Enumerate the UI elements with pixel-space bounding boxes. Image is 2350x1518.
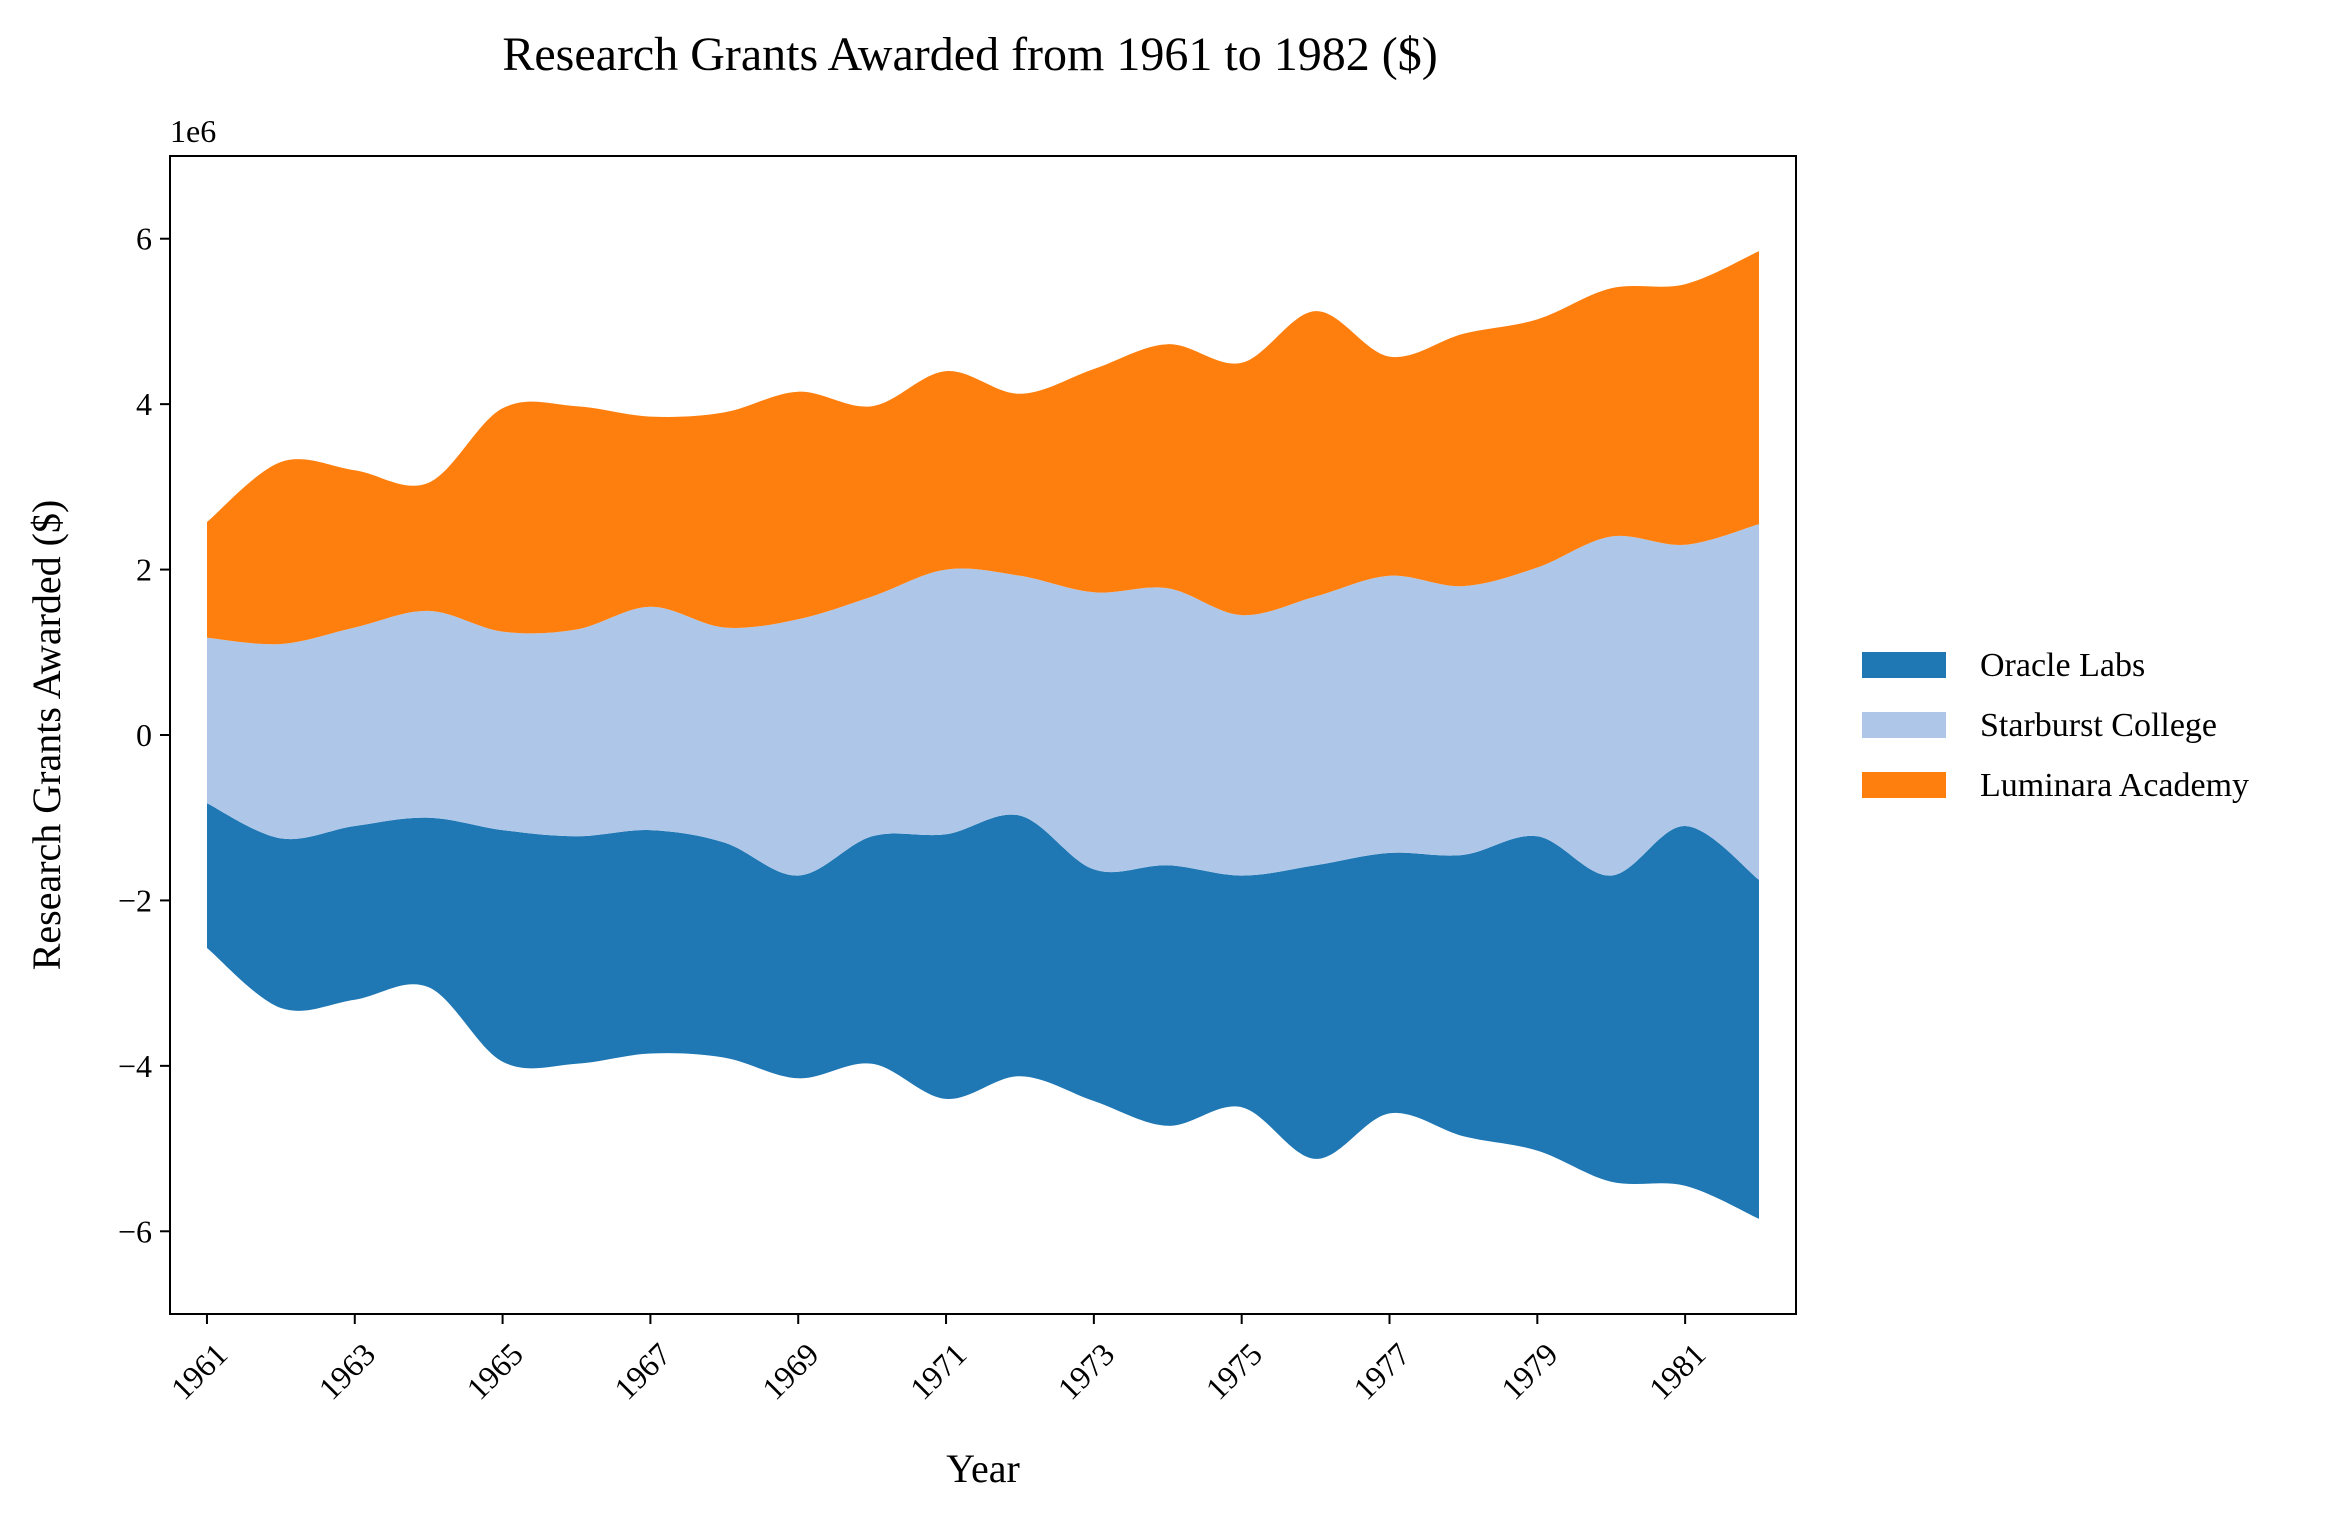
chart-title: Research Grants Awarded from 1961 to 198… xyxy=(502,28,1437,81)
legend-label-starburst-college: Starburst College xyxy=(1980,707,2217,744)
legend-label-oracle-labs: Oracle Labs xyxy=(1980,647,2145,684)
y-tick-label: −2 xyxy=(118,882,152,918)
x-tick-label: 1963 xyxy=(311,1336,382,1407)
legend: Oracle Labs Starburst College Luminara Aca… xyxy=(1862,647,2249,804)
x-axis-ticks: 1961 1963 1965 1967 1969 1971 1973 1975 1977 1979… xyxy=(164,1314,1713,1407)
y-tick-label: −4 xyxy=(118,1048,152,1084)
legend-swatch-starburst-college xyxy=(1862,712,1946,738)
x-tick-label: 1971 xyxy=(903,1336,974,1407)
x-tick-label: 1977 xyxy=(1346,1336,1417,1407)
area-luminara-academy xyxy=(207,251,1759,645)
stream-areas xyxy=(207,251,1759,1219)
legend-swatch-luminara-academy xyxy=(1862,772,1946,798)
x-tick-label: 1967 xyxy=(607,1336,678,1407)
x-tick-label: 1973 xyxy=(1051,1336,1122,1407)
x-tick-label: 1969 xyxy=(755,1336,826,1407)
legend-label-luminara-academy: Luminara Academy xyxy=(1980,767,2249,804)
area-starburst-college xyxy=(207,524,1759,880)
x-tick-label: 1961 xyxy=(164,1336,235,1407)
x-tick-label: 1979 xyxy=(1494,1336,1565,1407)
y-tick-label: −6 xyxy=(118,1213,152,1249)
legend-swatch-oracle-labs xyxy=(1862,652,1946,678)
y-axis-ticks: −6 −4 −2 0 2 4 6 xyxy=(118,221,170,1249)
x-tick-label: 1965 xyxy=(459,1336,530,1407)
y-tick-label: 6 xyxy=(136,221,152,257)
y-offset-label: 1e6 xyxy=(170,113,216,149)
x-axis-label: Year xyxy=(946,1446,1020,1491)
x-tick-label: 1981 xyxy=(1642,1336,1713,1407)
y-tick-label: 2 xyxy=(136,552,152,588)
x-tick-label: 1975 xyxy=(1198,1336,1269,1407)
area-oracle-labs xyxy=(207,803,1759,1219)
y-tick-label: 4 xyxy=(136,386,152,422)
y-tick-label: 0 xyxy=(136,717,152,753)
y-axis-label: Research Grants Awarded ($) xyxy=(24,500,69,971)
